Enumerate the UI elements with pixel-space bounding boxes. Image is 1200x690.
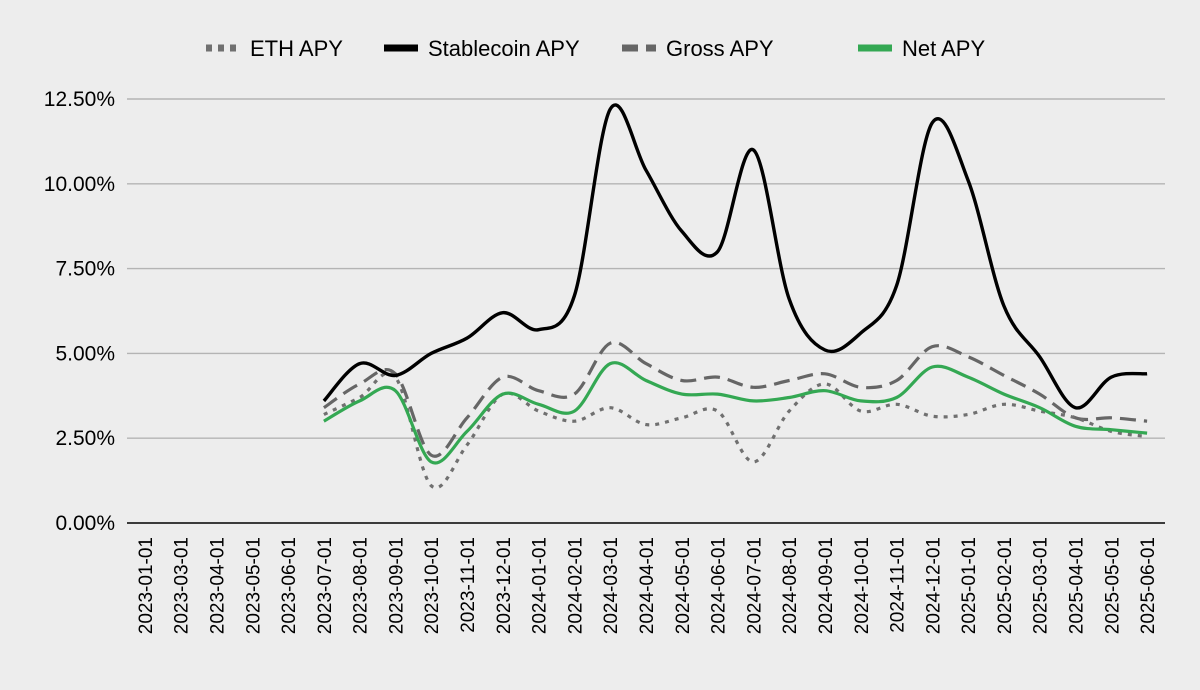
x-tick-label: 2024-08-01 — [780, 537, 801, 634]
x-tick-label: 2023-10-01 — [422, 537, 443, 634]
x-tick-label: 2023-09-01 — [386, 537, 407, 634]
y-axis: 0.00% 2.50% 5.00% 7.50% 10.00% 12.50% — [44, 88, 115, 535]
x-tick-label: 2025-06-01 — [1138, 537, 1159, 634]
x-tick-label: 2024-09-01 — [816, 537, 837, 634]
x-tick-label: 2024-11-01 — [888, 537, 909, 633]
x-tick-label: 2024-06-01 — [709, 537, 730, 634]
x-tick-label: 2024-01-01 — [530, 537, 551, 634]
x-axis: 2023-01-01 2023-03-01 2023-04-01 2023-05-01… — [136, 537, 1159, 634]
legend-label-eth-apy: ETH APY — [250, 36, 343, 61]
x-tick-label: 2025-04-01 — [1067, 537, 1088, 634]
x-tick-label: 2024-10-01 — [852, 537, 873, 634]
x-tick-label: 2024-07-01 — [744, 537, 765, 634]
x-tick-label: 2024-12-01 — [923, 537, 944, 634]
series-line-stablecoin-apy — [322, 103, 1148, 410]
y-tick-label: 2.50% — [55, 427, 115, 450]
x-tick-label: 2025-03-01 — [1031, 537, 1052, 634]
legend-label-net-apy: Net APY — [902, 36, 985, 61]
chart-series — [322, 103, 1148, 490]
chart-legend: ETH APY Stablecoin APY Gross APY Net APY — [206, 36, 985, 61]
x-tick-label: 2023-05-01 — [243, 537, 264, 634]
y-tick-label: 12.50% — [44, 88, 115, 111]
x-tick-label: 2023-11-01 — [458, 537, 479, 633]
x-tick-label: 2024-03-01 — [601, 537, 622, 634]
x-tick-label: 2025-05-01 — [1102, 537, 1123, 634]
legend-label-stablecoin-apy: Stablecoin APY — [428, 36, 580, 61]
series-line-eth-apy — [323, 371, 1148, 490]
y-tick-label: 7.50% — [55, 258, 115, 281]
series-line-net-apy — [323, 361, 1148, 465]
x-tick-label: 2024-05-01 — [673, 537, 694, 634]
legend-label-gross-apy: Gross APY — [666, 36, 774, 61]
chart-grid — [127, 98, 1165, 524]
x-tick-label: 2023-04-01 — [207, 537, 228, 634]
x-tick-label: 2023-07-01 — [315, 537, 336, 634]
x-tick-label: 2025-01-01 — [959, 537, 980, 634]
x-tick-label: 2023-08-01 — [351, 537, 372, 634]
x-tick-label: 2023-01-01 — [136, 537, 157, 634]
x-tick-label: 2023-06-01 — [279, 537, 300, 634]
x-tick-label: 2025-02-01 — [995, 537, 1016, 634]
x-tick-label: 2023-03-01 — [172, 537, 193, 634]
x-tick-label: 2024-04-01 — [637, 537, 658, 634]
series-line-gross-apy — [322, 340, 1148, 458]
y-tick-label: 10.00% — [44, 173, 115, 196]
x-tick-label: 2023-12-01 — [494, 537, 515, 634]
x-tick-label: 2024-02-01 — [565, 537, 586, 634]
y-tick-label: 5.00% — [55, 342, 115, 365]
y-tick-label: 0.00% — [55, 512, 115, 535]
